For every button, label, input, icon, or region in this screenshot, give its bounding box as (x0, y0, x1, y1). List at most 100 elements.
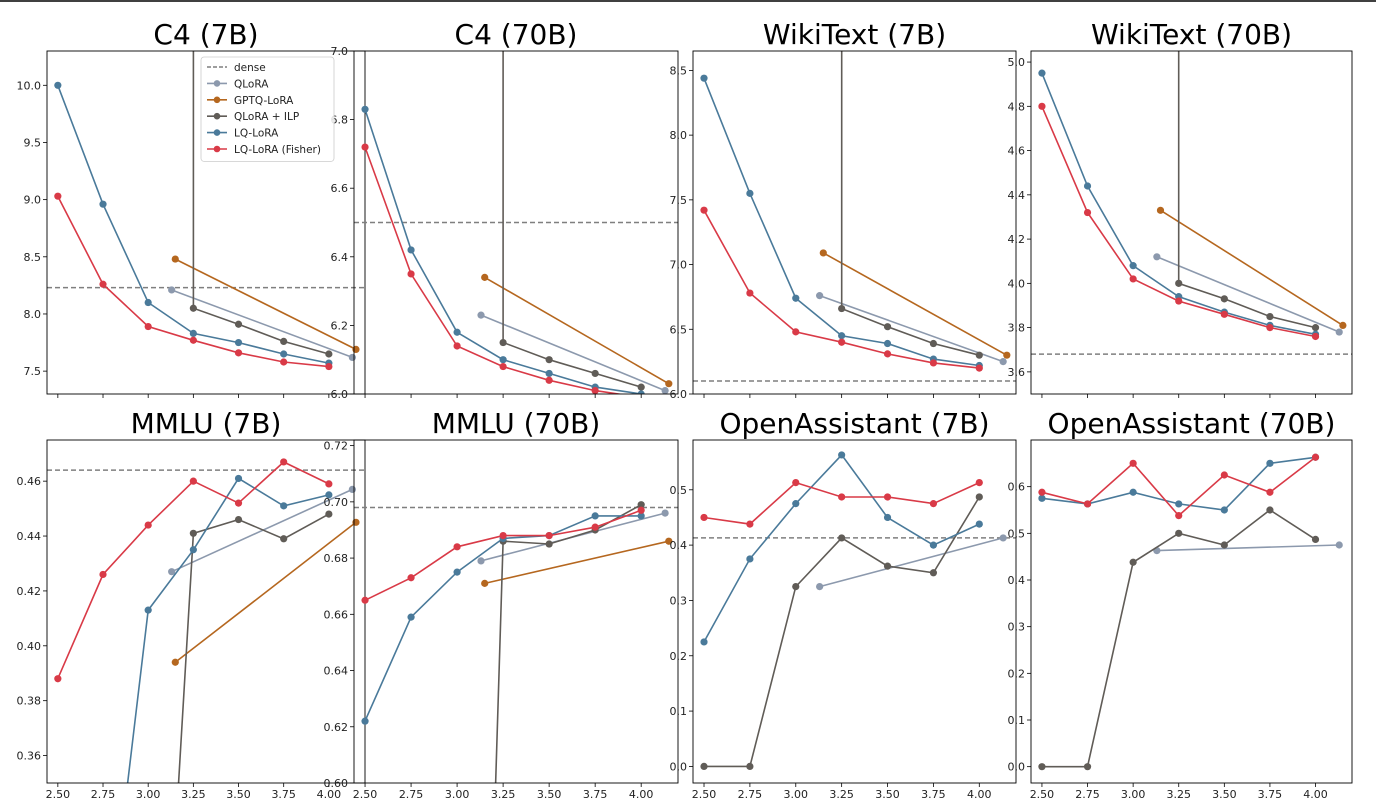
series-lq-lora-fisher-point (1175, 297, 1183, 305)
panel-wikitext-7b: WikiText (7B) 6.0 6.5 7.0 7.5 8.0 8.5 (670, 18, 1017, 401)
series-qlora-ilp-point (325, 350, 333, 358)
legend-item-qlora-ilp: QLoRA + ILP (207, 111, 299, 123)
y-tick-label: 0.44 (17, 530, 42, 543)
y-tick-label: 6.5 (670, 323, 688, 336)
series-lq-lora-fisher-point (838, 493, 846, 501)
legend-label: QLoRA (234, 78, 269, 90)
y-tick-label: 4.4 (1008, 189, 1026, 202)
series-qlora (1153, 541, 1343, 555)
x-tick-label: 3.75 (583, 788, 608, 800)
axes-frame (1030, 439, 1353, 784)
series-lq-lora-point (1266, 459, 1274, 467)
series-qlora-ilp-point (929, 569, 938, 577)
series-qlora-point (348, 485, 356, 493)
series-qlora-ilp-point (792, 583, 800, 591)
series-lq-lora-point (637, 512, 645, 520)
y-tick-label: 6.6 (331, 182, 349, 195)
series-qlora-ilp-point (975, 493, 983, 501)
legend-item-dense: dense (207, 62, 266, 74)
series-lq-lora-fisher-point (1083, 208, 1092, 217)
series-lq-lora-fisher-point (883, 493, 892, 501)
y-tick-label: 4.8 (1008, 100, 1026, 113)
series-qlora (477, 311, 669, 394)
series-qlora-line (819, 537, 1004, 588)
series-qlora-ilp-line (177, 513, 330, 783)
series-lq-lora-fisher-point (838, 338, 846, 346)
series-qlora-ilp (700, 493, 983, 771)
series-qlora-ilp-point (1220, 541, 1228, 549)
series-lq-lora-point (883, 513, 892, 522)
y-tick-label: 0.60 (324, 777, 349, 790)
series-qlora-point (816, 583, 824, 591)
y-tick-label: 0.1 (670, 705, 688, 718)
x-tick-label: 3.25 (491, 788, 516, 800)
y-tick-label: 0.0 (670, 760, 688, 773)
series-lq-lora-point (99, 200, 107, 208)
series-qlora-ilp-point (189, 304, 197, 312)
series-lq-lora-point (144, 606, 152, 614)
legend-marker (213, 129, 221, 136)
legend-label: QLoRA + ILP (234, 111, 299, 123)
y-tick-label: 4.2 (1008, 233, 1026, 246)
series-lq-lora-point (838, 451, 846, 459)
series-qlora-ilp-point (637, 383, 645, 391)
series-lq-lora-point (1083, 182, 1092, 190)
plot-area (47, 51, 365, 371)
series-gptq-lora (171, 255, 360, 354)
y-tick-label: 0.62 (324, 721, 349, 734)
y-tick-label: 3.6 (1008, 366, 1026, 379)
legend-marker (213, 96, 221, 104)
series-qlora-ilp-point (1220, 295, 1228, 303)
series-qlora-ilp-point (1038, 763, 1046, 771)
plot-area (693, 451, 1016, 771)
panel-title: MMLU (70B) (432, 407, 601, 440)
series-lq-lora-fisher-point (792, 478, 800, 487)
y-tick-label: 0.36 (17, 750, 42, 763)
y-tick-label: 0.4 (670, 539, 688, 552)
series-lq-lora-fisher-point (792, 328, 800, 336)
series-qlora (816, 292, 1007, 366)
series-qlora-ilp-point (189, 529, 197, 537)
series-qlora-point (348, 353, 356, 362)
y-tick-label: 0.5 (670, 484, 688, 497)
series-gptq-lora-point (665, 537, 673, 545)
y-tick-label: 9.0 (24, 194, 42, 207)
y-tick-label: 0.1 (1008, 714, 1026, 727)
y-tick-label: 9.5 (24, 136, 42, 149)
y-tick-label: 6.4 (331, 251, 349, 264)
series-lq-lora-point (1175, 500, 1183, 508)
series-qlora-ilp (499, 51, 645, 391)
panel-title: WikiText (70B) (1091, 18, 1292, 51)
x-tick-label: 3.00 (445, 788, 470, 800)
series-qlora-point (168, 568, 176, 576)
series-lq-lora-fisher-point (54, 675, 62, 683)
series-qlora-point (661, 509, 669, 517)
axes-frame (692, 439, 1017, 784)
y-tick-label: 0.6 (1008, 481, 1026, 494)
series-lq-lora-fisher-point (453, 543, 461, 551)
y-tick-label: 7.0 (670, 259, 688, 272)
series-lq-lora-point (746, 555, 754, 563)
series-lq-lora (1038, 453, 1320, 514)
series-lq-lora-point (883, 339, 892, 348)
series-qlora-ilp-point (280, 535, 288, 543)
y-tick-label: 0.66 (324, 608, 349, 621)
x-tick-label: 2.75 (1075, 788, 1100, 800)
series-lq-lora-point (929, 541, 938, 549)
series-lq-lora-point (700, 638, 708, 646)
x-tick-label: 4.00 (1303, 788, 1328, 800)
series-qlora-ilp-point (1175, 529, 1183, 537)
series-lq-lora-point (407, 613, 415, 621)
series-lq-lora-point (545, 369, 553, 378)
series-lq-lora-fisher-point (746, 289, 754, 297)
series-qlora-line (1156, 544, 1340, 552)
series-lq-lora-point (453, 568, 461, 576)
series-lq-lora-point (54, 81, 62, 89)
series-gptq-lora-line (174, 258, 357, 351)
x-tick-label: 2.50 (353, 788, 378, 800)
series-lq-lora-fisher (1038, 453, 1320, 520)
series-qlora-point (1335, 541, 1343, 549)
series-gptq-lora-point (352, 345, 360, 354)
y-tick-label: 10.0 (17, 79, 42, 92)
